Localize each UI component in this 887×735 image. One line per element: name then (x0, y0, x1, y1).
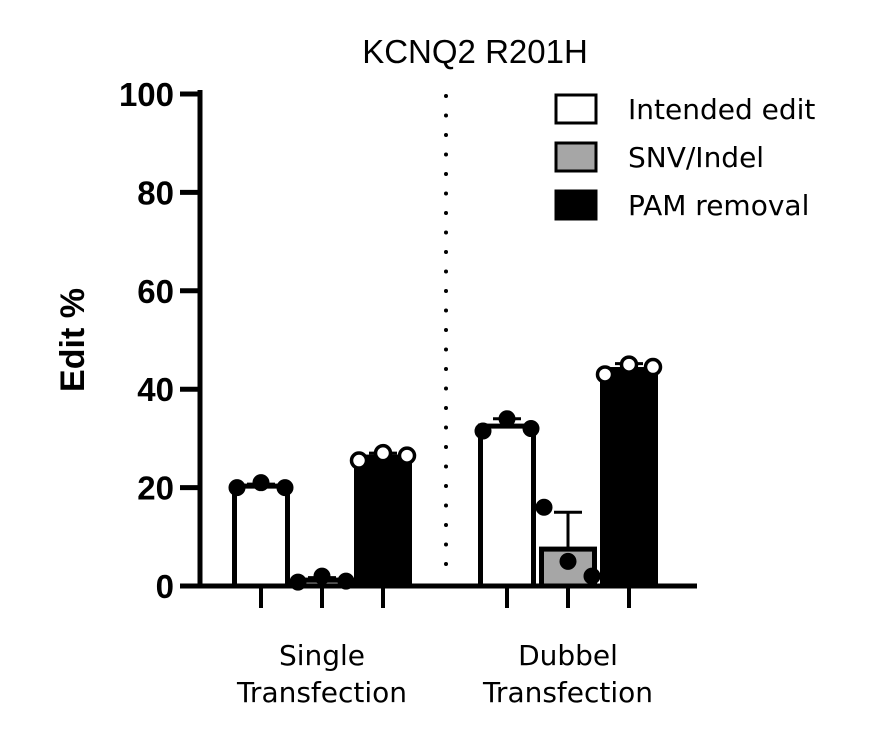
data-point (498, 410, 516, 428)
bar (354, 454, 412, 589)
data-point (559, 552, 577, 570)
separator-dot (444, 464, 448, 469)
separator-dot (444, 269, 448, 274)
separator-dot (444, 386, 448, 391)
data-point (252, 474, 270, 492)
separator-dot (444, 191, 448, 196)
y-tick-label: 20 (137, 470, 174, 507)
x-category-label-line: Single (279, 639, 365, 672)
data-point (397, 446, 417, 465)
x-category-label: Single Transfection (236, 639, 407, 709)
y-tick-label: 0 (156, 568, 174, 605)
separator-dot (444, 308, 448, 313)
data-point (583, 567, 601, 585)
data-point (595, 365, 615, 384)
bar (232, 483, 290, 589)
legend-label: SNV/Indel (628, 141, 764, 174)
separator-dot (444, 445, 448, 449)
separator-dot (444, 425, 448, 430)
separator-dot (444, 347, 448, 352)
legend-swatch (554, 93, 598, 125)
data-point (313, 567, 331, 585)
data-point (373, 443, 393, 463)
separator-dot (444, 289, 448, 293)
y-tick-label: 80 (137, 174, 174, 211)
bar (478, 423, 536, 589)
data-point (349, 451, 369, 470)
x-category-label-line: Dubbel (518, 639, 618, 672)
separator-dot (444, 503, 448, 508)
chart-title: KCNQ2 R201H (362, 33, 588, 70)
legend-swatch (554, 189, 598, 221)
separator-dot (444, 172, 448, 176)
legend-label: PAM removal (628, 189, 809, 222)
x-category-label: Dubbel Transfection (482, 639, 653, 709)
separator-dot (444, 523, 448, 527)
x-category-label-line: Transfection (482, 676, 653, 709)
separator-dot (444, 152, 448, 157)
data-point (228, 479, 246, 497)
legend-swatch (554, 141, 598, 173)
bar (600, 367, 658, 589)
y-tick-label: 40 (137, 371, 174, 408)
separator-dot (444, 328, 448, 332)
plot-area: 0 20 40 60 80 100 Single Transfection Dubbel Tran… (119, 76, 697, 709)
separator-dot (444, 250, 448, 254)
separator-dot (444, 113, 448, 118)
data-point (276, 479, 294, 497)
data-point (474, 422, 492, 440)
legend: Intended edit SNV/Indel PAM removal (554, 93, 815, 222)
separator-dot (444, 367, 448, 371)
x-category-label-line: Transfection (236, 676, 407, 709)
separator-dot (444, 406, 448, 410)
data-point (619, 355, 639, 374)
y-tick-label: 60 (137, 273, 174, 310)
separator-dot (444, 133, 448, 137)
separator-dot (444, 484, 448, 488)
data-point (643, 357, 663, 377)
separator-dot (444, 211, 448, 215)
separator-dot (444, 542, 448, 547)
data-point (522, 420, 540, 438)
separator-dot (444, 230, 448, 235)
legend-label: Intended edit (628, 93, 815, 126)
separator-dot (444, 562, 448, 566)
y-tick-label: 100 (119, 76, 174, 113)
y-axis-label: Edit % (54, 288, 92, 392)
data-point (535, 498, 553, 516)
separator-dot (444, 94, 448, 98)
